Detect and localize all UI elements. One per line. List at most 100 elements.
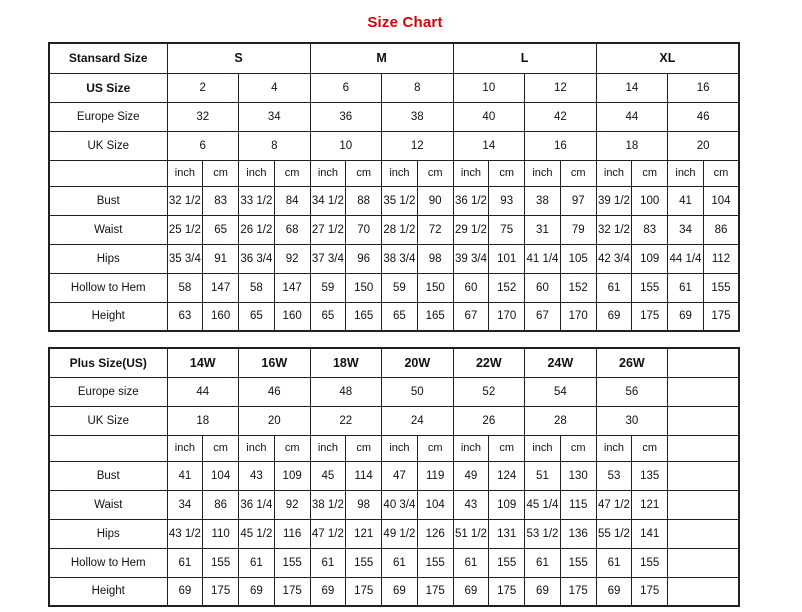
measurement-label: Hollow to Hem	[48, 272, 168, 303]
measurement-cell: 175	[702, 301, 740, 332]
measurement-cell: 43	[238, 460, 275, 491]
measurement-cell: 47 1/2	[595, 489, 633, 520]
measurement-cell: 175	[559, 576, 597, 607]
measurement-cell: 37 3/4	[309, 243, 347, 274]
measurement-cell: 61	[238, 547, 275, 578]
measurement-label: Height	[48, 301, 168, 332]
table-cell: 18	[166, 405, 240, 436]
table-cell: 16	[667, 72, 740, 103]
measurement-cell: 32 1/2	[166, 185, 204, 216]
measurement-cell: 43	[452, 489, 490, 520]
measurement-cell: 69	[309, 576, 347, 607]
measurement-cell: 96	[345, 243, 383, 274]
measurement-cell: 141	[631, 518, 669, 549]
measurement-cell: 35 1/2	[381, 185, 418, 216]
unit-cell-inch: inch	[452, 159, 490, 187]
measurement-row: Height 63 160 65 160 65 165 65 165 67 170 67 170 69 17…	[48, 301, 740, 332]
measurement-cell: 35 3/4	[166, 243, 204, 274]
measurement-cell: 59	[309, 272, 347, 303]
measurement-cell: 75	[488, 214, 526, 245]
measurement-row: Bust 41 104 43 109 45 114 47 119 49 124 51 130 53 135	[48, 460, 740, 491]
unit-cell-cm: cm	[488, 434, 526, 462]
measurement-cell: 43 1/2	[166, 518, 204, 549]
unit-cell-inch: inch	[667, 159, 704, 187]
table-cell: 14	[595, 72, 669, 103]
measurement-cell: 53 1/2	[524, 518, 561, 549]
measurement-cell: 155	[273, 547, 311, 578]
unit-cell-cm: cm	[559, 159, 597, 187]
size-group-s: S	[166, 42, 311, 74]
measurement-cell: 124	[488, 460, 526, 491]
measurement-cell: 69	[238, 576, 275, 607]
table-cell: 42	[524, 101, 597, 132]
size-group-22w: 22W	[452, 347, 526, 378]
measurement-cell: 67	[524, 301, 561, 332]
measurement-row: Hips 43 1/2 110 45 1/2 116 47 1/2 121 49 1/2 126…	[48, 518, 740, 549]
measurement-cell: 63	[166, 301, 204, 332]
measurement-label: Bust	[48, 460, 168, 491]
table-cell: 32	[166, 101, 239, 132]
measurement-cell: 27 1/2	[309, 214, 347, 245]
table-cell: 8	[238, 130, 311, 161]
measurement-cell: 97	[559, 185, 597, 216]
table-cell: 46	[667, 101, 740, 132]
empty-cell	[667, 576, 740, 607]
size-group-16w: 16W	[238, 347, 311, 378]
measurement-cell: 175	[631, 576, 669, 607]
size-group-14w: 14W	[166, 347, 240, 378]
measurement-cell: 83	[631, 214, 669, 245]
measurement-cell: 47	[381, 460, 418, 491]
empty-cell	[667, 434, 740, 462]
table-row: UK Size 18 20 22 24 26 28 30	[48, 405, 740, 436]
measurement-cell: 155	[416, 547, 454, 578]
measurement-cell: 104	[202, 460, 240, 491]
table-cell: 14	[452, 130, 526, 161]
row-label: Europe Size	[48, 101, 168, 132]
measurement-cell: 65	[381, 301, 418, 332]
measurement-cell: 165	[416, 301, 454, 332]
measurement-cell: 130	[559, 460, 597, 491]
measurement-cell: 70	[345, 214, 383, 245]
unit-cell-cm: cm	[631, 434, 669, 462]
measurement-cell: 36 1/2	[452, 185, 490, 216]
measurement-cell: 104	[702, 185, 740, 216]
measurement-cell: 45 1/4	[524, 489, 561, 520]
measurement-cell: 155	[702, 272, 740, 303]
measurement-cell: 150	[345, 272, 383, 303]
measurement-cell: 114	[345, 460, 383, 491]
standard-size-table: Stansard Size S M L XL US Size 2 4 6 8 10 12 14 16 Eur…	[48, 42, 741, 332]
measurement-cell: 152	[488, 272, 526, 303]
table-cell: 36	[309, 101, 383, 132]
measurement-cell: 42 3/4	[595, 243, 633, 274]
unit-cell-inch: inch	[524, 159, 561, 187]
measurement-cell: 83	[202, 185, 239, 216]
measurement-cell: 136	[559, 518, 597, 549]
measurement-cell: 41	[166, 460, 204, 491]
table-cell: 6	[309, 72, 383, 103]
table-cell: 54	[524, 376, 597, 407]
measurement-cell: 121	[631, 489, 669, 520]
measurement-cell: 72	[416, 214, 454, 245]
empty-cell	[667, 547, 740, 578]
measurement-cell: 69	[452, 576, 490, 607]
unit-cell-inch: inch	[309, 434, 347, 462]
measurement-cell: 32 1/2	[595, 214, 633, 245]
measurement-cell: 61	[667, 272, 704, 303]
table-cell: 34	[238, 101, 311, 132]
measurement-cell: 152	[559, 272, 597, 303]
measurement-cell: 126	[416, 518, 454, 549]
measurement-cell: 45	[309, 460, 347, 491]
size-group-18w: 18W	[309, 347, 383, 378]
table-row: US Size 2 4 6 8 10 12 14 16	[48, 72, 740, 103]
measurement-row: Hips 35 3/4 91 36 3/4 92 37 3/4 96 38 3/4 98 39 3…	[48, 243, 740, 274]
measurement-cell: 69	[166, 576, 204, 607]
measurement-cell: 175	[202, 576, 240, 607]
measurement-cell: 34 1/2	[309, 185, 347, 216]
measurement-cell: 41	[667, 185, 704, 216]
measurement-cell: 26 1/2	[238, 214, 275, 245]
unit-cell-cm: cm	[345, 159, 383, 187]
measurement-cell: 69	[524, 576, 561, 607]
table-header-row: Stansard Size S M L XL	[48, 42, 740, 74]
table-cell: 22	[309, 405, 383, 436]
unit-cell-cm: cm	[416, 434, 454, 462]
